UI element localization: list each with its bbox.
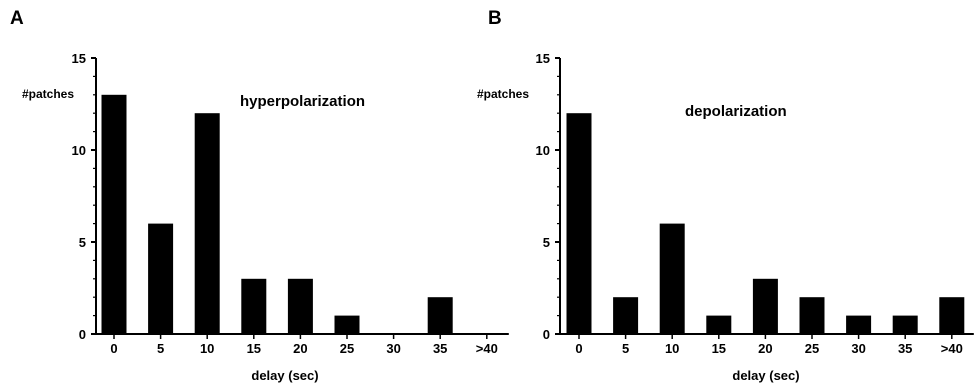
panel-a-x-tick-label: 25 xyxy=(340,341,354,356)
panel-a-x-tick-label: 20 xyxy=(293,341,307,356)
panel-b-x-tick-label: 0 xyxy=(575,341,582,356)
panel-a-y-tick-label: 10 xyxy=(72,143,86,158)
panel-b-x-tick-label: 25 xyxy=(805,341,819,356)
panel-b-x-tick-label: 5 xyxy=(622,341,629,356)
panel-a-bar xyxy=(241,278,267,334)
panel-b-bar xyxy=(939,297,965,334)
panel-b-annotation: depolarization xyxy=(685,103,787,120)
panel-b-bar xyxy=(613,297,639,334)
panel-a-x-tick-label: 0 xyxy=(110,341,117,356)
panel-a-y-tick-label: 5 xyxy=(79,235,86,250)
panel-a-y-tick-label: 15 xyxy=(72,51,86,66)
panel-b-bar xyxy=(892,315,918,334)
panel-b-bar xyxy=(659,223,685,334)
panel-b-bar xyxy=(566,113,592,334)
panel-a-x-tick-label: 10 xyxy=(200,341,214,356)
panel-b-x-axis-label: delay (sec) xyxy=(732,368,799,383)
panel-b-bar xyxy=(752,278,778,334)
panel-a-bar xyxy=(287,278,313,334)
panel-a-bar xyxy=(148,223,174,334)
panel-b: B depolarization #patches delay (sec) 0 5… xyxy=(477,8,974,383)
panel-b-bar xyxy=(846,315,872,334)
panel-a-bar xyxy=(334,315,360,334)
panel-b-x-tick-label: 15 xyxy=(712,341,726,356)
panel-a-x-axis-label: delay (sec) xyxy=(251,368,318,383)
panel-a-x-tick-label: 35 xyxy=(433,341,447,356)
panel-a-letter: A xyxy=(10,8,24,29)
panel-a-y-tick-label: 0 xyxy=(79,327,86,342)
panel-a-y-axis-label: #patches xyxy=(22,87,74,101)
panel-b-y-axis-label: #patches xyxy=(477,87,529,101)
panel-b-letter: B xyxy=(488,8,502,29)
panel-b-y-tick-label: 0 xyxy=(543,327,550,342)
panel-b-x-tick-label: 30 xyxy=(851,341,865,356)
panel-a-x-tick-label: >40 xyxy=(476,341,498,356)
panel-b-y-tick-label: 10 xyxy=(536,143,550,158)
panel-a-x-tick-label: 15 xyxy=(247,341,261,356)
panel-b-x-tick-label: 20 xyxy=(758,341,772,356)
panel-a-x-tick-label: 30 xyxy=(386,341,400,356)
panel-b-bar xyxy=(706,315,732,334)
panel-a: A hyperpolarization #patches delay (sec)… xyxy=(10,8,509,383)
panel-b-x-tick-label: 10 xyxy=(665,341,679,356)
panel-b-y-tick-label: 5 xyxy=(543,235,550,250)
panel-a-annotation: hyperpolarization xyxy=(240,93,365,110)
panel-b-bar xyxy=(799,297,825,334)
panel-b-x-tick-label: >40 xyxy=(941,341,963,356)
panel-a-bar xyxy=(194,113,220,334)
panel-a-bar xyxy=(427,297,453,334)
panel-b-y-tick-label: 15 xyxy=(536,51,550,66)
panel-a-x-tick-label: 5 xyxy=(157,341,164,356)
panel-a-bar xyxy=(101,94,127,334)
panel-b-x-tick-label: 35 xyxy=(898,341,912,356)
